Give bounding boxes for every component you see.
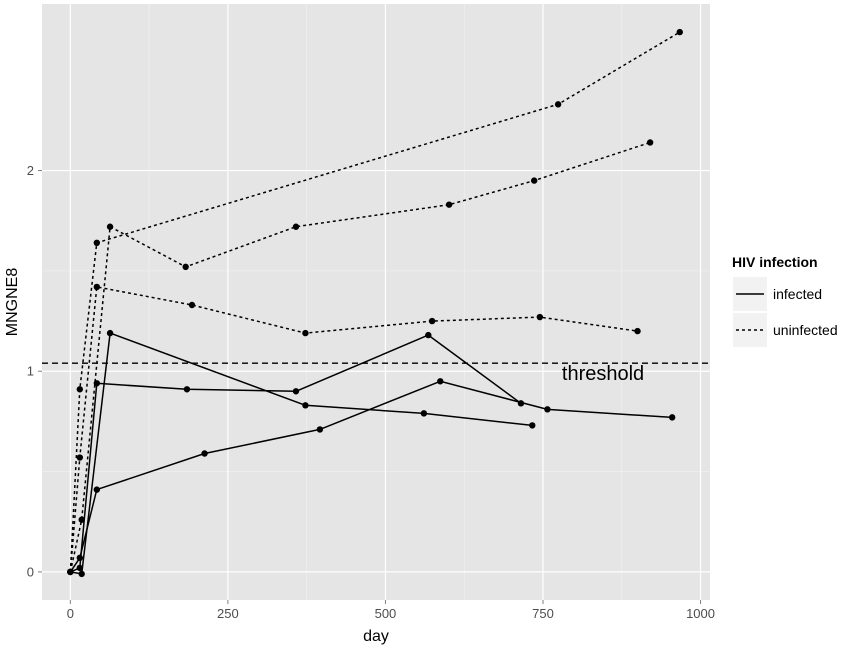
series-group (67, 28, 683, 578)
data-point-infected (544, 406, 551, 413)
data-point-infected (76, 564, 84, 572)
data-point-infected (201, 450, 208, 457)
data-point-uninfected (93, 283, 101, 291)
data-point-uninfected (646, 139, 654, 146)
x-tick-label: 1000 (686, 606, 715, 621)
y-axis: 0 1 2 (27, 163, 42, 579)
x-tick-label: 0 (67, 606, 74, 621)
y-tick-label: 2 (27, 163, 34, 178)
data-point-uninfected (676, 28, 683, 36)
data-point-uninfected (78, 516, 85, 523)
y-tick-label: 1 (27, 364, 34, 379)
data-point-uninfected (554, 101, 562, 108)
legend: HIV infection infected uninfected (732, 254, 838, 347)
data-point-infected (93, 486, 101, 493)
x-axis: 0 250 500 750 1000 (67, 600, 715, 621)
y-tick-label: 0 (27, 564, 34, 579)
data-point-uninfected (67, 568, 74, 576)
series-line-infected (69, 380, 673, 573)
data-point-infected (668, 414, 676, 421)
plot-panel (42, 4, 710, 600)
grid-major (42, 4, 710, 600)
data-point-infected (78, 570, 85, 578)
grid-minor (42, 4, 710, 600)
data-point-uninfected (76, 386, 84, 393)
data-point-uninfected (93, 239, 101, 247)
data-point-infected (76, 554, 84, 562)
data-point-infected (420, 410, 428, 417)
data-point-infected (183, 386, 191, 393)
data-point-uninfected (182, 263, 189, 271)
data-point-uninfected (106, 223, 114, 230)
data-point-uninfected (302, 329, 309, 337)
data-point-uninfected (536, 313, 544, 321)
series-line-uninfected (69, 141, 651, 573)
legend-label-uninfected: uninfected (773, 322, 838, 338)
legend-title: HIV infection (732, 254, 818, 270)
data-point-uninfected (428, 317, 436, 325)
data-point-uninfected (445, 201, 453, 208)
threshold-group: threshold (42, 362, 710, 385)
x-tick-label: 250 (217, 606, 239, 621)
data-point-infected (106, 329, 114, 337)
data-point-uninfected (530, 177, 538, 184)
x-tick-label: 750 (532, 606, 554, 621)
x-tick-label: 500 (375, 606, 397, 621)
x-axis-title: day (363, 628, 389, 645)
threshold-label: threshold (562, 363, 644, 385)
data-point-infected (437, 378, 444, 385)
data-point-infected (529, 422, 536, 429)
data-point-uninfected (188, 301, 196, 309)
data-point-infected (425, 331, 432, 339)
data-point-uninfected (292, 223, 300, 230)
y-axis-title: MNGNE8 (4, 268, 21, 337)
data-point-uninfected (76, 454, 84, 461)
data-point-infected (292, 388, 300, 395)
data-point-uninfected (634, 327, 641, 335)
data-point-infected (302, 402, 309, 409)
data-point-infected (316, 426, 324, 433)
legend-label-infected: infected (773, 286, 822, 302)
